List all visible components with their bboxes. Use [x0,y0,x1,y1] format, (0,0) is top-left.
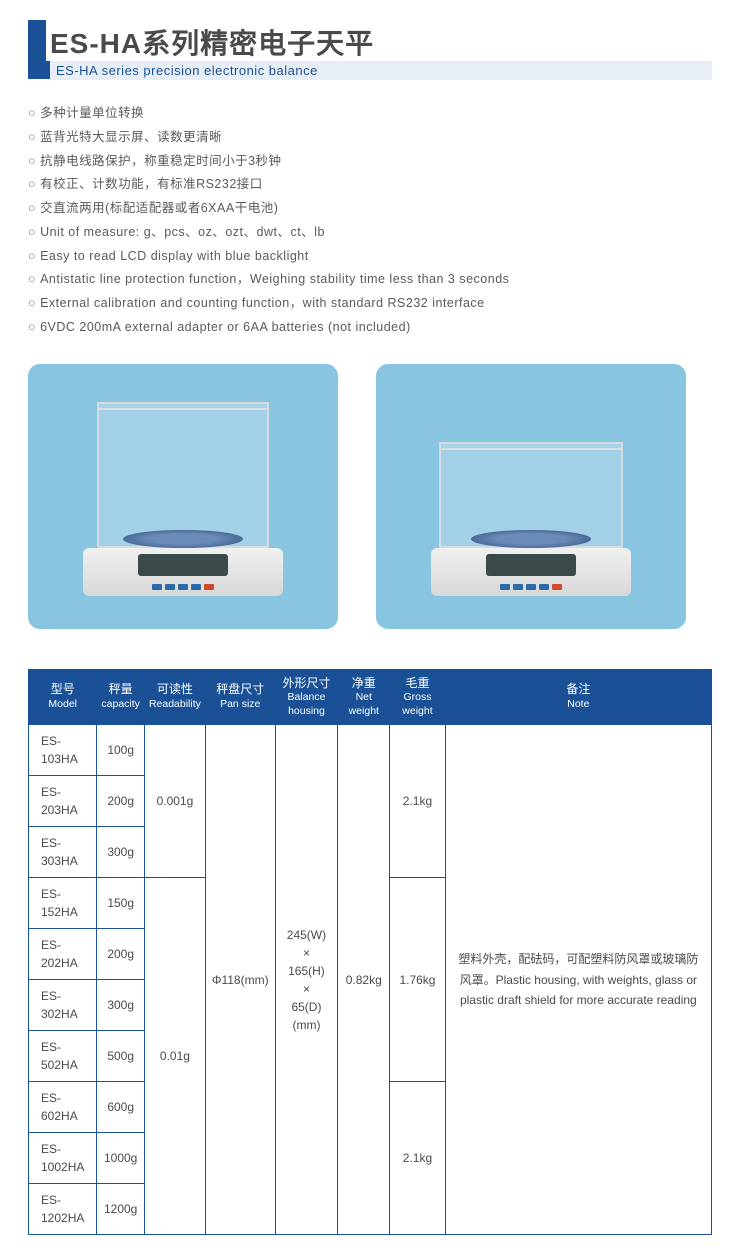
feature-cn: 蓝背光特大显示屏、读数更清晰 [28,126,712,150]
feature-en: 6VDC 200mA external adapter or 6AA batte… [28,316,712,340]
col-pansize: 秤盘尺寸Pan size [205,669,275,725]
cell-grossweight: 1.76kg [390,878,445,1082]
weighing-pan [123,530,243,548]
col-housing: 外形尺寸Balance housing [275,669,338,725]
cell-capacity: 100g [97,725,145,776]
spec-table-header: 型号Model 秤量capacity 可读性Readability 秤盘尺寸Pa… [29,669,712,725]
cell-housing: 245(W) × 165(H) × 65(D)(mm) [275,725,338,1235]
title-english: ES-HA series precision electronic balanc… [50,61,712,80]
col-readability: 可读性Readability [144,669,205,725]
product-image-short-shield [376,364,686,629]
feature-en: External calibration and counting functi… [28,292,712,316]
col-netweight: 净重Net weight [338,669,390,725]
col-model: 型号Model [29,669,97,725]
cell-model: ES-152HA [29,878,97,929]
cell-model: ES-202HA [29,929,97,980]
scale-illustration [421,396,641,596]
scale-illustration [73,396,293,596]
cell-model: ES-1202HA [29,1184,97,1235]
features-list: 多种计量单位转换 蓝背光特大显示屏、读数更清晰 抗静电线路保护，称重稳定时间小于… [28,102,712,340]
cell-pansize: Φ118(mm) [205,725,275,1235]
cell-capacity: 1000g [97,1133,145,1184]
subtitle-row: ES-HA series precision electronic balanc… [28,60,712,80]
cell-model: ES-1002HA [29,1133,97,1184]
feature-cn: 有校正、计数功能，有标准RS232接口 [28,173,712,197]
feature-cn: 抗静电线路保护，称重稳定时间小于3秒钟 [28,150,712,174]
cell-model: ES-502HA [29,1031,97,1082]
page-header: ES-HA系列精密电子天平 ES-HA series precision ele… [28,20,712,80]
cell-grossweight: 2.1kg [390,725,445,878]
feature-en: Easy to read LCD display with blue backl… [28,245,712,269]
draft-shield [97,408,269,548]
feature-en: Unit of measure: g、pcs、oz、ozt、dwt、ct、lb [28,221,712,245]
feature-cn: 多种计量单位转换 [28,102,712,126]
button-row [152,584,214,590]
title-chinese: ES-HA系列精密电子天平 [50,22,374,62]
cell-capacity: 300g [97,827,145,878]
cell-capacity: 150g [97,878,145,929]
cell-readability: 0.001g [144,725,205,878]
spec-table: 型号Model 秤量capacity 可读性Readability 秤盘尺寸Pa… [28,669,712,1236]
shield-lid [97,402,269,410]
lcd-screen [138,554,228,576]
product-images [28,364,712,629]
cell-model: ES-203HA [29,776,97,827]
cell-capacity: 600g [97,1082,145,1133]
cell-model: ES-303HA [29,827,97,878]
feature-en: Antistatic line protection function，Weig… [28,268,712,292]
cell-note: 塑料外壳，配砝码，可配塑料防风罩或玻璃防风罩。Plastic housing, … [445,725,711,1235]
cell-netweight: 0.82kg [338,725,390,1235]
product-image-tall-shield [28,364,338,629]
cell-capacity: 1200g [97,1184,145,1235]
cell-model: ES-302HA [29,980,97,1031]
cell-grossweight: 2.1kg [390,1082,445,1235]
feature-cn: 交直流两用(标配适配器或者6XAA干电池) [28,197,712,221]
shield-lid [439,442,623,450]
cell-capacity: 200g [97,929,145,980]
cell-capacity: 200g [97,776,145,827]
title-accent-bar [28,20,46,62]
cell-model: ES-602HA [29,1082,97,1133]
cell-model: ES-103HA [29,725,97,776]
col-grossweight: 毛重Gross weight [390,669,445,725]
button-row [500,584,562,590]
lcd-screen [486,554,576,576]
col-note: 备注Note [445,669,711,725]
cell-capacity: 500g [97,1031,145,1082]
scale-base [431,548,631,596]
cell-capacity: 300g [97,980,145,1031]
table-row: ES-103HA 100g 0.001g Φ118(mm) 245(W) × 1… [29,725,712,776]
cell-readability: 0.01g [144,878,205,1235]
title-row: ES-HA系列精密电子天平 [28,20,712,62]
weighing-pan [471,530,591,548]
subtitle-accent-bar [28,61,50,79]
scale-base [83,548,283,596]
col-capacity: 秤量capacity [97,669,145,725]
